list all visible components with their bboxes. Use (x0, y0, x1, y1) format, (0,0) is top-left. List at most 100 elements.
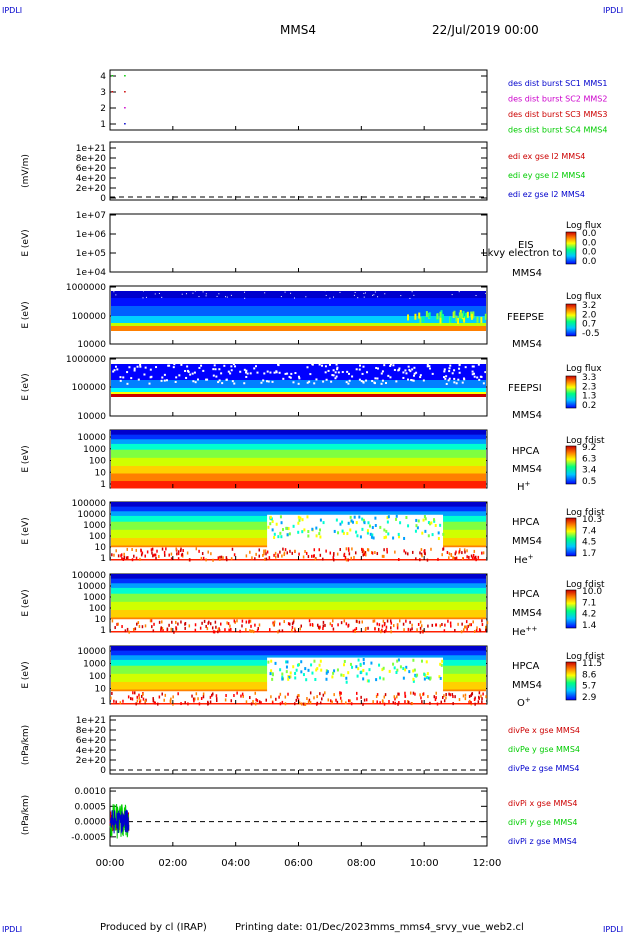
hpca-he-low-speck (170, 557, 173, 561)
hpca-hepp-low-speck (422, 630, 424, 634)
hpca-hepp-low-speck (114, 626, 116, 630)
hpca-he-speck (306, 515, 309, 519)
hpca-he-low-speck (165, 547, 167, 551)
hpca-he-speck (437, 531, 440, 535)
hpca-o-low-speck (398, 701, 400, 705)
hpca-hepp-low-speck (447, 619, 449, 623)
feepsi-gap (150, 375, 153, 378)
hpca-o-low-speck (397, 692, 399, 696)
feepsi-gap (223, 364, 226, 367)
feepse-gap (185, 293, 187, 295)
hpca-hepp-low-speck (416, 628, 418, 632)
feepsi-gap (298, 377, 301, 380)
ylabel-divpe: (nPa/km) (21, 725, 31, 765)
hpca-hepp-low-speck (354, 630, 356, 634)
feepsi-gap (330, 380, 333, 383)
feepsi-gap (286, 372, 289, 375)
hpca-o-speck (440, 663, 443, 667)
hpca-o-low-speck (309, 691, 312, 695)
hpca-he-speck (271, 519, 274, 523)
hpca-o-low-speck (319, 692, 321, 696)
feepse-activity (459, 312, 462, 319)
hpca-o-speck (412, 669, 415, 673)
feepse-gap (374, 291, 376, 293)
hpca-o-speck (343, 659, 346, 663)
hpca-he-speck (349, 515, 352, 519)
hpca-he-low-speck (200, 556, 203, 560)
hpca-he-low-speck (351, 547, 353, 551)
species-hpca-h: H+ (517, 480, 531, 493)
hpca-he-low-speck (430, 547, 432, 551)
feepsi-gap (114, 365, 117, 368)
feepsi-gap (411, 379, 414, 382)
hpca-he-low-speck (448, 552, 451, 556)
hpca-he-low-speck (150, 548, 153, 552)
feepsi-gap (161, 376, 164, 379)
feepsi-gap (136, 365, 139, 368)
ytick-label: 100000 (72, 499, 107, 509)
feepsi-gap (448, 367, 451, 370)
hpca-o-speck (305, 678, 308, 682)
feepsi-gap (174, 380, 177, 383)
hpca-hepp-low-speck (478, 628, 481, 632)
hpca-he-speck (359, 535, 362, 539)
hpca-he-low-speck (266, 550, 269, 554)
hpca-he-low-speck (332, 556, 335, 560)
ytick-label: 10 (95, 685, 107, 695)
hpca-he-speck (374, 516, 377, 520)
hpca-he-speck (430, 521, 433, 525)
hpca-o-low-speck (180, 702, 182, 706)
feepsi-cbar-tick-1: 2.3 (582, 382, 596, 392)
hpca-o-low-speck (469, 699, 471, 703)
hpca-he-low-speck (233, 553, 236, 557)
feepsi-gap (341, 371, 344, 374)
feepsi-gap (471, 370, 474, 373)
feepse-activity (476, 316, 479, 323)
hpca-hepp-low-speck (347, 624, 349, 628)
feepsi-gap (347, 382, 350, 385)
feepsi-gap (409, 370, 412, 373)
hpca-hepp-low-speck (468, 623, 471, 627)
hpca-he-speck (319, 535, 322, 539)
hpca-he-low-speck (367, 548, 370, 552)
feepsi-gap (453, 377, 456, 380)
feepsi-gap (411, 368, 414, 371)
hpca-he-speck (399, 521, 402, 525)
hpca-hepp-low-speck (215, 625, 217, 629)
hpca-o-low-speck (397, 702, 399, 706)
hpca-o-speck (368, 668, 371, 672)
hpca-o-speck (405, 665, 408, 669)
hpca-hepp-low-speck (116, 622, 118, 626)
sc-feepsi: MMS4 (512, 410, 542, 421)
feepsi-gap (380, 382, 383, 385)
hpca-o-low-speck (394, 701, 396, 705)
feepse-activity (472, 312, 475, 319)
feepsi-gap (389, 363, 392, 366)
feepsi-gap (315, 378, 318, 381)
hpca-o-low-speck (197, 697, 199, 701)
hpca-he-speck (287, 527, 290, 531)
hpca-hepp-low-speck (177, 622, 179, 626)
hpca-o-low-speck (445, 696, 447, 700)
hpca-he-low-speck (336, 552, 339, 556)
time-label-4: 08:00 (347, 858, 376, 869)
hpca-o-low-speck (130, 697, 132, 701)
hpca-o-low-speck (331, 700, 333, 704)
ytick-label: 1 (100, 697, 106, 707)
hpca-hepp-low-speck (427, 624, 429, 628)
hpca-he-speck (414, 529, 417, 533)
hpca-he-low-speck (163, 553, 166, 557)
instrument-feepse: FEEPSE (507, 312, 544, 323)
hpca-hepp-low-speck (460, 630, 463, 634)
feepse-activity (441, 314, 444, 321)
hpca-he-low-speck (180, 553, 183, 557)
hpca-o-low-speck (192, 697, 195, 701)
hpca-o-low-speck (448, 692, 450, 696)
hpca-o-low-speck (252, 700, 254, 704)
feepse-activity (440, 310, 443, 317)
chart-marks: 4 3 2 1 des dist burst SC1 MMS1 des dist burs… (66, 69, 607, 869)
cbar-title-feepse: Log flux (566, 292, 602, 302)
hpca-o-low-speck (122, 699, 124, 703)
hpca-hepp-low-speck (374, 627, 376, 631)
feepsi-gap (245, 375, 248, 378)
